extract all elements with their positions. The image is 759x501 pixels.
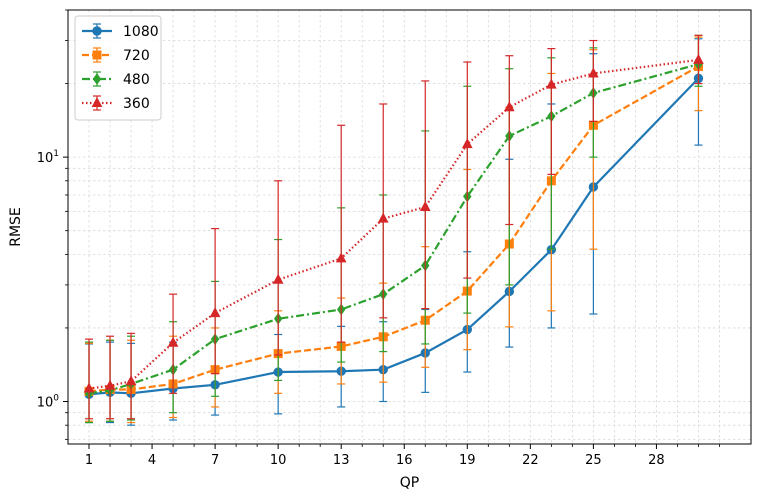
data-point [104, 379, 116, 390]
x-tick-label: 28 [648, 453, 665, 468]
x-tick-label: 19 [459, 453, 476, 468]
x-tick-label: 7 [211, 453, 219, 468]
data-point [209, 307, 221, 318]
x-tick-label: 16 [396, 453, 413, 468]
legend-item-1080: 1080 [82, 23, 159, 40]
x-axis-title: QP [400, 475, 419, 491]
plot-frame [67, 9, 752, 445]
data-point [167, 336, 179, 347]
series-line-1080 [88, 77, 700, 396]
legend-marker [92, 50, 102, 60]
series-line-480 [88, 63, 699, 395]
data-point [125, 375, 137, 386]
legend-item-720: 720 [82, 47, 150, 64]
x-tick-label: 1 [85, 453, 93, 468]
series-line-720 [88, 65, 699, 393]
data-point [377, 212, 389, 223]
data-point [461, 138, 473, 149]
data-point [272, 273, 284, 284]
data-point [546, 78, 557, 89]
y-tick-label: 101 [37, 149, 59, 166]
legend-item-480: 480 [82, 71, 150, 88]
y-tick-label: 100 [37, 393, 60, 410]
legend-label: 480 [123, 72, 150, 88]
x-tick-label: 10 [270, 453, 287, 468]
series-line-360 [88, 58, 699, 390]
legend-marker [92, 26, 102, 36]
data-point [419, 200, 431, 212]
legend-box [74, 15, 162, 121]
data-point [588, 67, 599, 78]
legend-label: 1080 [123, 24, 159, 40]
legend-label: 360 [123, 96, 150, 112]
data-point [335, 252, 347, 263]
legend-label: 720 [123, 48, 150, 64]
legend-marker [92, 73, 102, 85]
x-tick-label: 22 [522, 453, 539, 468]
x-tick-label: 4 [148, 453, 156, 468]
legend: 1080 720 480 360 [74, 15, 162, 121]
series-360 [83, 34, 704, 420]
data-point [503, 101, 515, 112]
y-axis-title: RMSE [8, 207, 24, 247]
series-layer [83, 34, 704, 426]
data-point [83, 382, 95, 393]
data-point [693, 53, 704, 64]
legend-marker [91, 96, 103, 107]
x-tick-label: 25 [585, 453, 602, 468]
x-tick-label: 13 [333, 453, 350, 468]
legend-item-360: 360 [82, 95, 150, 112]
axis-ticks: 1 4 7 10 13 16 19 22 25 28 100 101 [37, 9, 720, 468]
